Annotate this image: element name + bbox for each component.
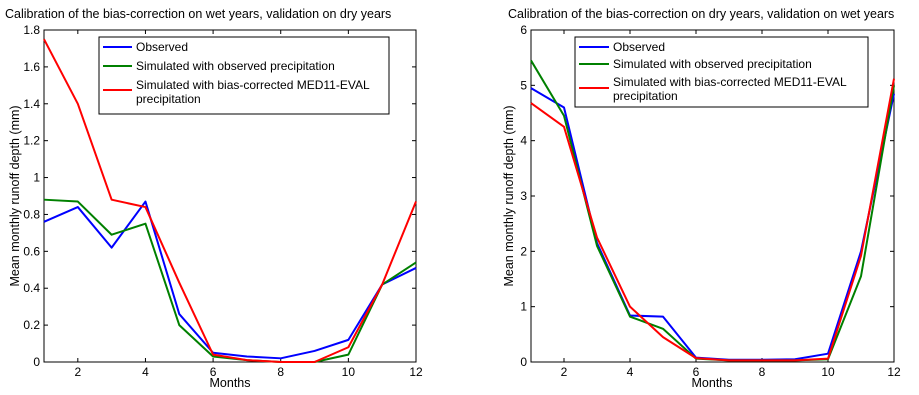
x-tick-label: 4 [142, 365, 149, 379]
plot-area [43, 29, 417, 363]
x-axis-label: Months [210, 376, 251, 390]
y-tick-label: 3 [520, 189, 527, 203]
x-tick-label: 6 [210, 365, 217, 379]
y-tick-label: 1 [520, 300, 527, 314]
y-tick-label: 0 [33, 355, 40, 369]
x-tick-label: 6 [693, 365, 700, 379]
legend-box [98, 36, 390, 115]
x-tick-label: 8 [759, 365, 766, 379]
series-lines [43, 38, 417, 363]
y-tick-label: 2 [520, 244, 527, 258]
x-tick-label: 10 [342, 365, 356, 379]
x-tick-label: 10 [821, 365, 835, 379]
series-line-observed [530, 87, 895, 361]
legend-entry-simulated-observed: Simulated with observed precipitation [136, 59, 335, 73]
legend-box [574, 36, 869, 108]
legend: Observed Simulated with observed precipi… [98, 36, 390, 115]
y-tick-label: 0.6 [23, 244, 40, 258]
y-axis-label: Mean monthly runoff depth (mm) [8, 105, 22, 286]
y-tick-label: 1 [33, 171, 40, 185]
x-axis-label: Months [692, 376, 733, 390]
x-tick-label: 2 [561, 365, 568, 379]
chart-left: Calibration of the bias-correction on we… [5, 7, 423, 390]
x-axis: 2 4 6 8 10 12 [74, 30, 423, 379]
y-axis: 0 1 2 3 4 5 6 [520, 23, 894, 369]
y-axis: 0 0.2 0.4 0.6 0.8 1 1.2 1.4 1.6 1.8 [23, 23, 416, 369]
y-tick-label: 0.4 [23, 281, 40, 295]
y-tick-label: 1.4 [23, 97, 40, 111]
x-tick-label: 2 [74, 365, 81, 379]
y-tick-label: 1.2 [23, 134, 40, 148]
legend: Observed Simulated with observed precipi… [574, 36, 869, 108]
series-line-simulated-observed [43, 198, 417, 363]
legend-entry-simulated-observed: Simulated with observed precipitation [613, 57, 812, 71]
chart-right: Calibration of the bias-correction on dr… [502, 7, 901, 390]
chart-title: Calibration of the bias-correction on we… [5, 7, 391, 21]
series-line-observed [43, 200, 417, 360]
y-tick-label: 0.2 [23, 318, 40, 332]
y-tick-label: 1.8 [23, 23, 40, 37]
series-lines [530, 59, 895, 362]
series-line-simulated-bias-corrected [530, 78, 895, 362]
y-axis-label: Mean monthly runoff depth (mm) [502, 105, 516, 286]
y-tick-label: 0 [520, 355, 527, 369]
x-tick-label: 8 [277, 365, 284, 379]
x-tick-label: 4 [627, 365, 634, 379]
y-tick-label: 1.6 [23, 60, 40, 74]
x-tick-label: 12 [887, 365, 901, 379]
y-tick-label: 0.8 [23, 207, 40, 221]
chart-title: Calibration of the bias-correction on dr… [508, 7, 894, 21]
x-axis: 2 4 6 8 10 12 [561, 30, 901, 379]
series-line-simulated-bias-corrected [43, 38, 417, 363]
legend-entry-observed: Observed [613, 40, 665, 54]
legend-entry-simulated-bias-corrected: Simulated with bias-corrected MED11-EVAL… [613, 75, 850, 103]
y-tick-label: 4 [520, 134, 527, 148]
x-tick-label: 12 [409, 365, 423, 379]
legend-entry-observed: Observed [136, 40, 188, 54]
y-tick-label: 6 [520, 23, 527, 37]
y-tick-label: 5 [520, 78, 527, 92]
legend-entry-simulated-bias-corrected: Simulated with bias-corrected MED11-EVAL… [136, 78, 373, 106]
